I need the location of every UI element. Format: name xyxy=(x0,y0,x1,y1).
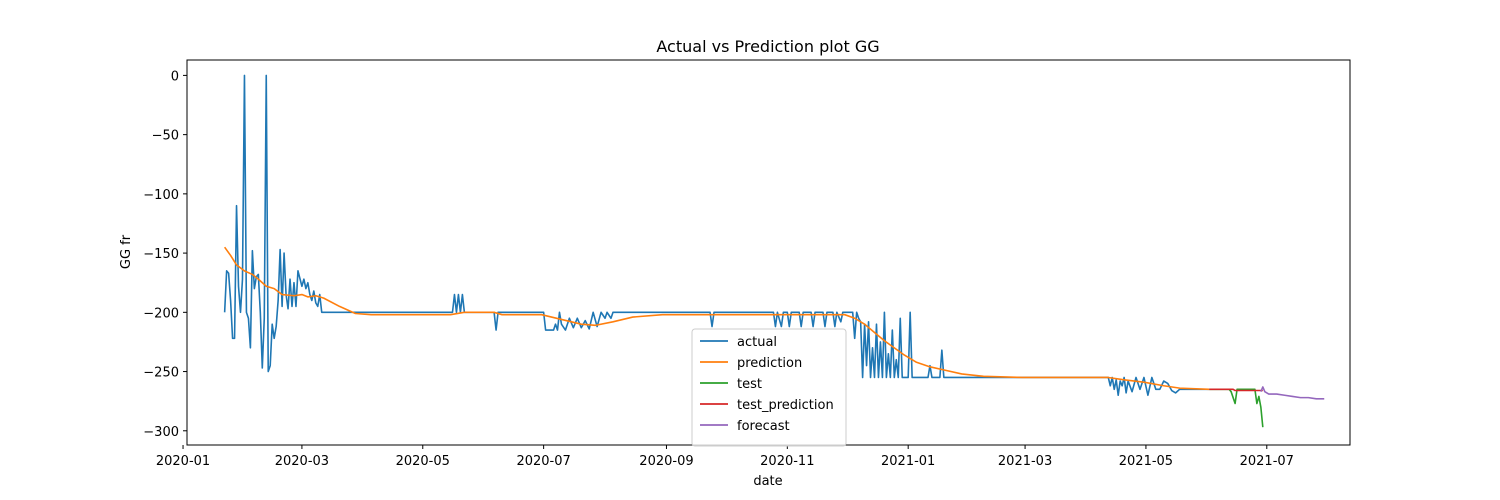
series-line-test_prediction xyxy=(1209,388,1263,392)
y-axis: 0 −50 −100 −150 −200 −250 −300 xyxy=(143,69,187,440)
x-tick-label: 2020-07 xyxy=(516,454,570,469)
x-axis-label: date xyxy=(753,474,782,489)
legend-label-actual: actual xyxy=(737,335,777,350)
x-tick-label: 2020-01 xyxy=(156,454,210,469)
x-tick-label: 2021-05 xyxy=(1119,454,1173,469)
chart-title: Actual vs Prediction plot GG xyxy=(656,37,879,56)
y-tick-label: −300 xyxy=(143,425,179,440)
x-axis: 2020-01 2020-03 2020-05 2020-07 2020-09 2020-… xyxy=(156,445,1294,469)
x-tick-label: 2020-09 xyxy=(639,454,693,469)
x-tick-label: 2020-11 xyxy=(760,454,814,469)
legend-label-forecast: forecast xyxy=(737,419,790,434)
legend: actual prediction test test_predictionforec… xyxy=(691,328,847,447)
x-tick-label: 2021-03 xyxy=(998,454,1052,469)
y-tick-label: −200 xyxy=(143,306,179,321)
x-tick-label: 2021-01 xyxy=(881,454,935,469)
series-line-test xyxy=(1209,388,1264,428)
x-tick-label: 2021-07 xyxy=(1240,454,1294,469)
legend-label-prediction: prediction xyxy=(737,356,802,371)
y-tick-label: −50 xyxy=(152,129,179,144)
legend-label-test: test xyxy=(737,377,762,392)
y-tick-label: −100 xyxy=(143,188,179,203)
y-tick-label: −250 xyxy=(143,366,179,381)
x-tick-label: 2020-05 xyxy=(396,454,450,469)
y-tick-label: −150 xyxy=(143,247,179,262)
plot-area xyxy=(223,74,1325,428)
legend-frame xyxy=(691,328,847,447)
legend-label-test_prediction: test_prediction xyxy=(737,398,834,413)
series-line-forecast xyxy=(1260,386,1325,400)
y-axis-label: GG fr xyxy=(119,234,134,269)
x-tick-label: 2020-03 xyxy=(275,454,329,469)
y-tick-label: 0 xyxy=(171,69,179,84)
series-line-actual xyxy=(223,74,1210,397)
series-line-prediction xyxy=(223,246,1210,391)
